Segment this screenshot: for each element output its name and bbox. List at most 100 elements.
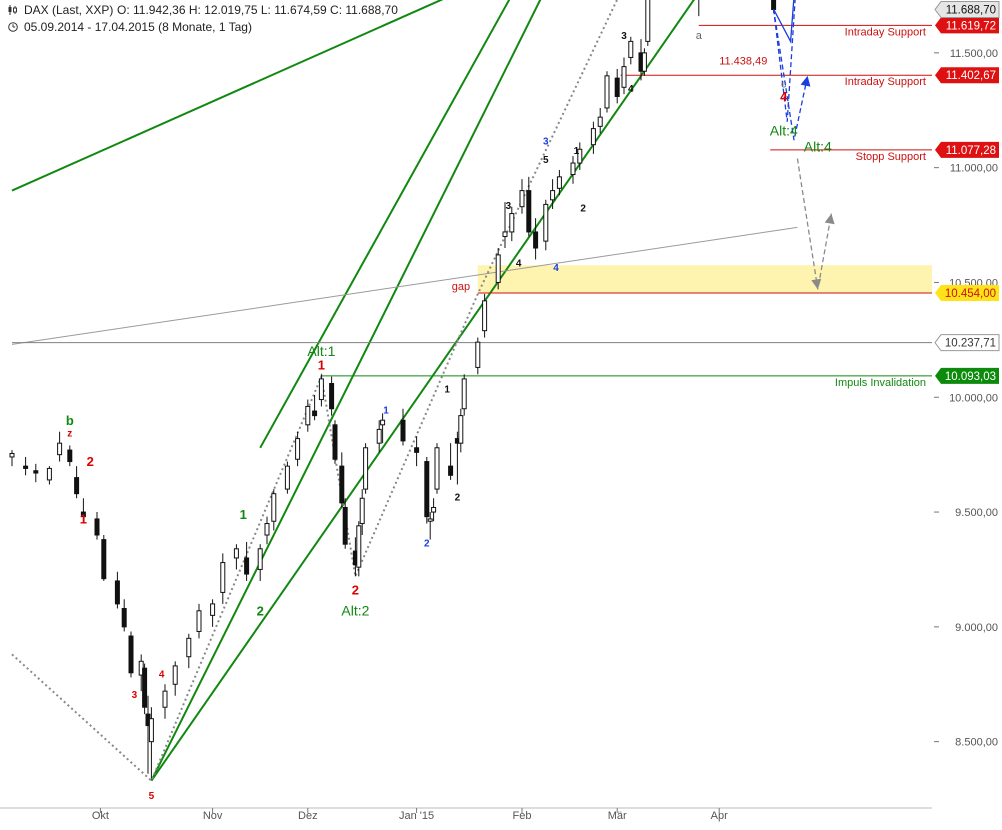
gap-label: gap [452,281,470,293]
price-box-label: 10.237,71 [945,338,996,350]
candle-body [590,128,596,146]
candle-body [628,40,634,58]
level-label: Stopp Support [856,151,926,163]
candle-body [461,378,467,410]
y-tick-label: 9.000,00 [955,622,998,634]
price-box-label: 10.454,00 [945,288,996,300]
candle-body [332,424,338,460]
price-box: 10.093,03 [935,367,999,384]
candle-body [295,438,301,460]
candle-body [380,419,386,426]
level-label: Impuls Invalidation [835,377,926,389]
candle-body [550,190,556,201]
candle-body [342,506,348,545]
candle-body [318,378,324,401]
candle-body [597,116,603,127]
price-box-bg [935,285,999,302]
candle-body [458,415,464,444]
candle-body [329,382,335,410]
annotation-label: c [781,78,787,90]
candle-body [604,75,610,109]
wave-label: 5 [149,791,155,802]
candle-body [271,493,277,522]
arrow-up-icon [800,75,811,87]
wave-label: 1 [383,405,389,416]
candle-body [172,665,178,685]
date-range: 05.09.2014 - 17.04.2015 (8 Monate, 1 Tag… [24,20,252,34]
x-tick-label: Dez [298,810,318,822]
candle-body [196,610,202,632]
candle-body [142,667,148,708]
candle-body [312,410,318,417]
price-box: 11.619,72 [935,17,999,34]
candle-body [533,231,539,249]
plot-group: 13.753,8212.889,74 (261.80%)12.794,65 (2… [9,0,932,825]
candle-body [359,497,365,525]
price-box-label: 11.077,28 [946,145,996,157]
candle-body [431,506,437,513]
candle-body [264,523,270,536]
level-label: Intraday Support [845,26,926,38]
wave-label: 4 [516,258,522,269]
candle-body [114,580,120,605]
gap-band [477,265,932,294]
candle-body [482,300,488,332]
candle-body [543,203,549,242]
y-tick-label: 10.000,00 [949,392,998,404]
wave-label: b [66,413,74,428]
y-tick-label: 8.500,00 [955,737,998,749]
price-box-label: 11.688,70 [946,5,996,17]
candle-body [771,0,777,11]
wave-label: 2 [87,454,94,469]
x-tick-label: Feb [513,810,532,822]
wave-label: 2 [455,493,461,504]
candle-body [356,525,362,568]
wave-label: 4 [159,669,165,680]
candle-body [434,447,440,490]
arrow-up-icon [824,213,835,225]
wave-label: 1 [240,507,247,522]
candle-body [67,449,73,463]
price-box: 11.402,67 [935,67,999,84]
price-box-bg [934,1,1000,19]
wave-label: 4 [780,89,788,104]
wave-label: 4 [148,821,156,825]
price-box-bg [935,141,999,158]
candle-body [94,518,100,536]
candle-body [57,442,63,456]
candle-body [305,405,311,426]
wave-label: 1 [444,385,450,396]
wave-label: c [148,805,155,820]
candle-body [519,190,525,208]
annotation-label: 11.438,49 [719,55,767,67]
wave-label: z [67,428,72,439]
candle-body [220,562,226,593]
candle-body [641,52,647,72]
projection-blue-dashed-down [772,9,809,141]
wave-dotted-path [11,0,619,783]
wave-label: 3 [132,690,138,701]
wave-label: 2 [580,203,586,214]
candle-body [526,190,532,233]
trend-line-green [150,0,695,782]
candle-body [502,231,508,238]
trend-line-green [259,0,511,449]
x-tick-label: Apr [711,810,728,822]
candle-body [233,548,239,559]
y-tick-label: 9.500,00 [955,507,998,519]
wave-label: 1 [80,512,87,527]
price-box: 11.077,28 [935,141,999,158]
price-box-label: 10.093,03 [945,371,996,383]
candle-body [495,254,501,283]
price-box: 10.454,00 [935,285,999,302]
trend-line-green [11,0,444,192]
candle-body [210,603,216,616]
candle-body [414,447,420,453]
trend-line-green [150,0,542,782]
wave-label: 2 [352,583,359,598]
price-box-label: 11.402,67 [946,70,996,82]
candle-body [427,518,433,522]
candle-body [424,461,430,518]
candle-body [448,465,454,476]
candle-body [128,635,134,674]
